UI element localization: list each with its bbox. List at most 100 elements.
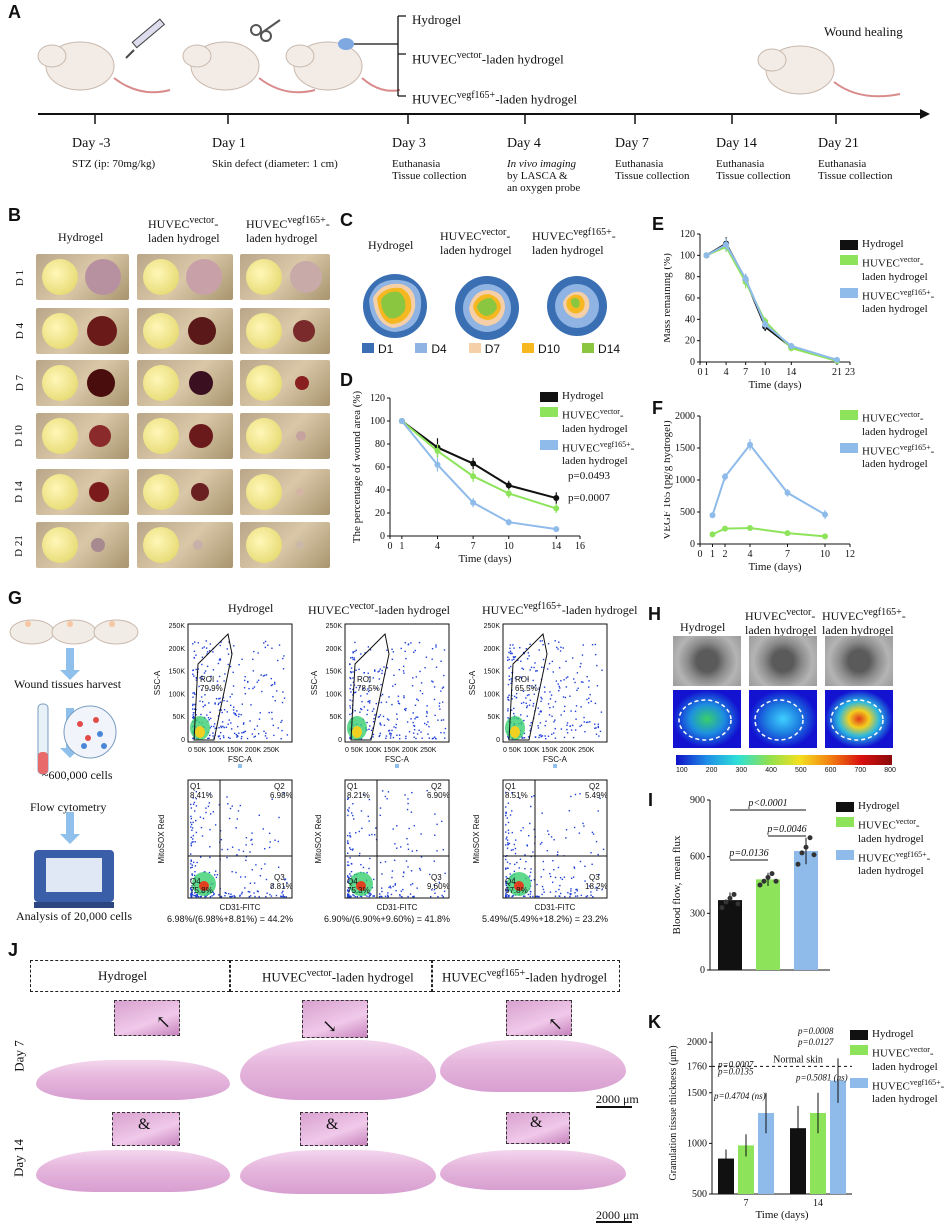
event-dot — [529, 699, 532, 701]
event-dot — [271, 711, 273, 714]
event-dot — [196, 893, 199, 895]
event-dot — [584, 880, 586, 882]
event-dot — [270, 677, 272, 680]
event-dot — [239, 894, 241, 897]
legend-label: Hydrogel — [858, 800, 900, 812]
event-dot — [360, 810, 363, 812]
data-point — [822, 511, 828, 518]
event-dot — [239, 804, 241, 807]
event-dot — [194, 810, 196, 812]
panel-label-a: A — [8, 2, 21, 22]
panel-label-i: I — [648, 790, 654, 810]
g-title-hydrogel: Hydrogel — [228, 601, 274, 615]
quadrant-label: Q3 — [589, 873, 600, 882]
data-point — [822, 533, 828, 540]
quadrant-value: 6.98% — [270, 791, 293, 800]
event-dot — [506, 836, 508, 838]
event-dot — [426, 710, 428, 713]
event-dot — [527, 678, 529, 680]
event-dot — [352, 651, 354, 653]
event-dot — [548, 833, 550, 836]
event-dot — [223, 736, 225, 739]
event-dot — [534, 736, 537, 738]
event-dot — [539, 640, 541, 642]
event-dot — [527, 736, 530, 738]
data-point — [553, 505, 560, 512]
event-dot — [241, 735, 243, 738]
event-dot — [201, 701, 204, 703]
event-dot — [511, 895, 513, 898]
event-dot — [442, 701, 444, 703]
legend-swatch — [840, 240, 858, 250]
event-dot — [580, 894, 583, 897]
event-dot — [435, 644, 437, 646]
event-dot — [349, 836, 352, 838]
event-dot — [541, 885, 544, 888]
data-point — [773, 878, 779, 884]
event-dot — [401, 895, 403, 898]
event-dot — [440, 660, 442, 662]
event-dot — [220, 709, 223, 711]
event-dot — [514, 677, 517, 679]
wound-area — [294, 376, 309, 390]
event-dot — [511, 831, 513, 834]
b-row-label: D 14 — [12, 481, 25, 503]
event-dot — [380, 895, 382, 898]
event-dot — [411, 685, 414, 687]
y-tick-label: 500 — [692, 1189, 707, 1200]
legend-item: HUVECvegf165+- laden hydrogel — [840, 286, 934, 317]
timeline-diagram — [37, 15, 930, 124]
event-dot — [209, 680, 211, 682]
event-dot — [569, 695, 571, 697]
legend-swatch — [836, 802, 854, 812]
event-dot — [194, 708, 196, 711]
event-dot — [351, 849, 354, 851]
event-dot — [392, 736, 395, 739]
event-dot — [576, 890, 579, 892]
event-dot — [230, 893, 232, 895]
wound-trace-diagram — [363, 274, 607, 340]
event-dot — [380, 683, 382, 686]
event-dot — [241, 732, 243, 734]
event-dot — [413, 728, 416, 731]
y-tick-label: 150K — [326, 669, 343, 676]
event-dot — [570, 893, 572, 895]
event-dot — [226, 648, 228, 650]
event-dot — [240, 714, 242, 716]
wound-photo — [240, 360, 330, 406]
event-dot — [348, 881, 350, 883]
x-tick-label: 1 — [704, 367, 709, 378]
event-dot — [379, 807, 382, 809]
event-dot — [437, 895, 439, 898]
event-dot — [235, 871, 237, 874]
event-dot — [444, 727, 447, 730]
event-dot — [265, 674, 268, 676]
event-dot — [388, 719, 390, 721]
wound-area — [292, 320, 315, 342]
legend-item: D1 — [362, 342, 393, 356]
event-dot — [405, 707, 407, 710]
event-dot — [420, 856, 423, 858]
event-dot — [190, 817, 193, 820]
event-dot — [192, 861, 195, 864]
event-dot — [579, 860, 582, 863]
event-dot — [380, 887, 383, 889]
legend-item: Hydrogel — [850, 1028, 944, 1041]
event-dot — [207, 737, 209, 740]
y-tick-label: 40 — [685, 314, 695, 325]
event-dot — [366, 713, 368, 716]
event-dot — [590, 891, 592, 893]
event-dot — [540, 734, 542, 736]
event-dot — [558, 641, 560, 643]
event-dot — [506, 877, 509, 879]
event-dot — [222, 696, 225, 699]
event-dot — [512, 894, 514, 897]
series-line — [706, 245, 838, 362]
legend-swatch — [540, 407, 558, 417]
event-dot — [557, 866, 560, 869]
data-point — [833, 356, 840, 363]
y-tick-label: 100K — [484, 691, 501, 698]
y-tick-label: 2000 — [687, 1037, 707, 1048]
event-dot — [379, 814, 381, 817]
y-tick-label: 2000 — [675, 411, 695, 422]
